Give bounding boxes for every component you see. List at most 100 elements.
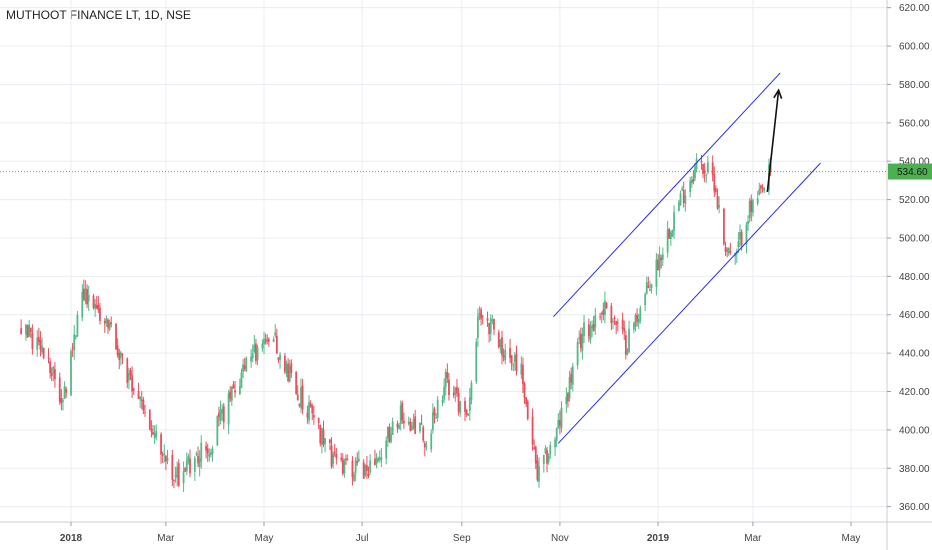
candle-body: [605, 302, 608, 309]
candle-body: [411, 425, 413, 431]
y-tick-label: 400.00: [899, 425, 930, 436]
candle-body: [504, 350, 507, 361]
candle-body: [242, 364, 244, 372]
candle-body: [227, 393, 230, 425]
candle-body: [283, 355, 286, 372]
candle-body: [624, 335, 627, 355]
candle-body: [750, 200, 753, 213]
candle-body: [761, 187, 764, 189]
candle-body: [364, 465, 367, 476]
candle-body: [478, 312, 481, 318]
candle-body: [185, 460, 188, 472]
candle-body: [232, 384, 235, 389]
candle-body: [230, 387, 233, 401]
candle-body: [568, 377, 571, 399]
candle-body: [341, 458, 344, 474]
candle-body: [37, 337, 40, 342]
x-tick-label: May: [255, 533, 274, 544]
candle-body: [107, 320, 109, 328]
candle-body: [94, 303, 97, 309]
candle-body: [264, 341, 267, 343]
candle-body: [306, 412, 309, 418]
candle-body: [671, 230, 674, 237]
candle-body: [739, 231, 741, 240]
candle-body: [187, 456, 190, 462]
candle-body: [510, 355, 513, 364]
candle-body: [436, 399, 439, 418]
candle-body: [65, 388, 68, 393]
candle-body: [333, 451, 336, 454]
candle-body: [557, 419, 560, 429]
candle-body: [538, 465, 540, 482]
candle-body: [412, 419, 415, 429]
candle-body: [152, 431, 154, 435]
candle-body: [452, 392, 455, 396]
candle-body: [533, 447, 536, 449]
candle-body: [210, 452, 212, 455]
candle-body: [300, 387, 302, 408]
candle-body: [446, 372, 449, 379]
candle-body: [470, 382, 473, 400]
candle-body: [481, 315, 484, 317]
candle-body: [600, 312, 603, 315]
candle-body: [431, 412, 434, 430]
candle-body: [351, 460, 354, 478]
candle-body: [578, 337, 581, 340]
chart-title: MUTHOOT FINANCE LT, 1D, NSE: [6, 8, 191, 22]
candle-body: [464, 400, 466, 412]
candle-body: [576, 342, 579, 366]
candle-body: [126, 358, 129, 383]
channel-lower-line: [557, 162, 821, 444]
drawings[interactable]: [553, 72, 821, 444]
candle-body: [148, 410, 151, 430]
candle-body: [74, 336, 77, 338]
y-tick-label: 540.00: [899, 157, 930, 168]
candle-body: [193, 458, 196, 472]
price-axis[interactable]: 620.00 600.00 580.00 560.00 540.00 520.00 500.…: [886, 0, 932, 550]
candle-body: [599, 316, 602, 318]
candle-body: [279, 354, 281, 360]
candle-body: [250, 356, 253, 362]
candle-body: [110, 322, 113, 325]
candle-body: [275, 335, 278, 354]
candle-body: [49, 361, 51, 373]
candle-body: [137, 391, 140, 399]
candle-body: [301, 385, 304, 410]
candle-body: [554, 439, 556, 448]
candle-body: [42, 347, 45, 358]
y-tick-label: 420.00: [899, 387, 930, 398]
candle-body: [129, 370, 132, 376]
candle-body: [459, 401, 462, 414]
candle-body: [587, 324, 590, 337]
candle-body: [311, 405, 314, 414]
candle-body: [658, 254, 661, 271]
candle-body: [296, 394, 299, 401]
candle-body: [726, 250, 729, 252]
y-tick-label: 480.00: [899, 272, 930, 283]
candle-body: [174, 474, 177, 477]
channel-upper-line: [553, 72, 781, 317]
candle-body: [287, 363, 290, 382]
candle-body: [176, 466, 179, 478]
candle-body: [139, 396, 142, 400]
candle-body: [208, 453, 211, 457]
candle-body: [386, 427, 389, 439]
candle-body: [456, 386, 458, 394]
candle-body: [234, 390, 236, 393]
candle-body: [218, 412, 220, 417]
candle-body: [523, 383, 526, 398]
candle-body: [401, 402, 404, 421]
last-price-label: 534.60: [897, 167, 928, 178]
time-axis[interactable]: 2018 Mar May Jul Sep Nov 2019 Mar May: [0, 521, 932, 544]
candle-body: [385, 440, 388, 459]
candle-body: [486, 318, 489, 321]
candle-body: [329, 439, 331, 444]
candle-body: [555, 428, 558, 441]
candle-body: [423, 443, 426, 448]
candle-body: [211, 448, 214, 455]
grid-lines: [0, 0, 887, 522]
candle-body: [47, 357, 50, 359]
candle-body: [222, 406, 225, 423]
candle-body: [197, 455, 199, 464]
